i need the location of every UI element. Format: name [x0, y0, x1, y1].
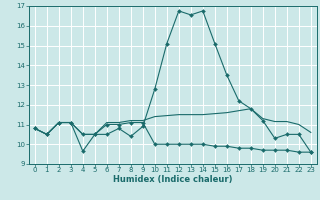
- X-axis label: Humidex (Indice chaleur): Humidex (Indice chaleur): [113, 175, 233, 184]
